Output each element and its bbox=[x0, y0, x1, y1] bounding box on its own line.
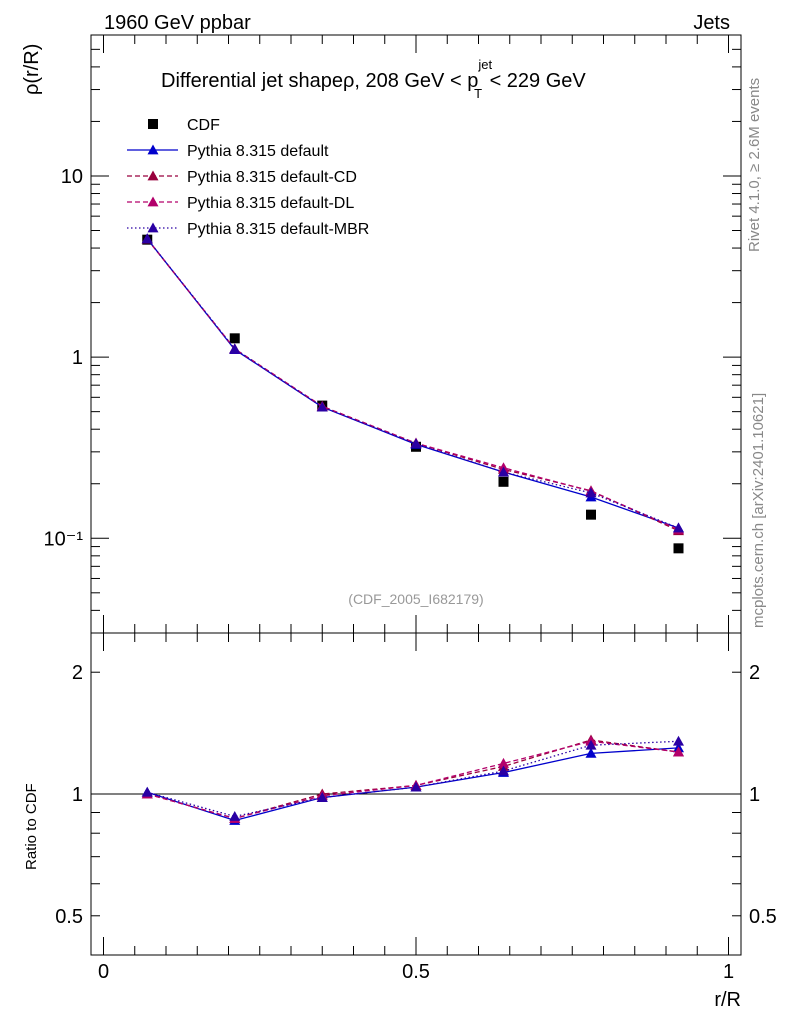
main-dl-line bbox=[146, 238, 679, 530]
ratio-mbr-marker bbox=[316, 792, 328, 802]
main-ytick-label: 10 bbox=[61, 166, 83, 188]
legend-default-marker bbox=[147, 144, 159, 155]
ratio-cd-line bbox=[147, 739, 679, 820]
header-right-label: Jets bbox=[693, 12, 730, 34]
axis-ticks bbox=[91, 34, 741, 956]
main-cdf-point bbox=[673, 543, 684, 554]
main-ytick-label: 1 bbox=[72, 347, 83, 369]
ratio-default-line bbox=[147, 747, 679, 822]
plot-title-end: < 229 GeV bbox=[484, 70, 586, 92]
plot-title-sub: T bbox=[474, 86, 482, 101]
legend-cd-marker bbox=[147, 170, 159, 181]
ratio-xlabel: r/R bbox=[714, 989, 741, 1011]
ratio-mbr-marker bbox=[141, 786, 153, 797]
ratio-dl-marker bbox=[673, 746, 684, 757]
ratio-mbr-marker bbox=[673, 735, 684, 746]
main-mbr-marker bbox=[316, 401, 328, 412]
ratio-ytick-label: 0.5 bbox=[55, 906, 83, 928]
main-mbr-marker bbox=[673, 522, 684, 533]
main-mbr-marker bbox=[498, 466, 509, 477]
ratio-mbr-marker bbox=[498, 765, 509, 776]
main-mbr-marker bbox=[141, 233, 153, 244]
ratio-ylabel: Ratio to CDF bbox=[23, 783, 40, 870]
header-left-label: 1960 GeV ppbar bbox=[104, 12, 251, 34]
legend-mbr-marker bbox=[147, 222, 159, 233]
ratio-xtick-label: 1 bbox=[723, 961, 734, 983]
axis-tick-labels: 10 1 10⁻¹ 2 2 1 1 0.5 0.5 0 0.5 1 bbox=[44, 166, 777, 983]
legend-mbr-label: Pythia 8.315 default-MBR bbox=[187, 221, 369, 238]
legend-cdf-marker bbox=[148, 119, 158, 129]
main-cdf-point bbox=[586, 509, 596, 520]
plot-title: Differential jet shapeρ, 208 GeV < pjet T… bbox=[161, 57, 586, 101]
ratio-ytick-label: 2 bbox=[72, 662, 83, 684]
ratio-ytick-label-right: 2 bbox=[749, 662, 760, 684]
ratio-xtick-label: 0 bbox=[98, 961, 109, 983]
ratio-dl-marker bbox=[498, 757, 509, 768]
main-mbr-line bbox=[146, 238, 679, 529]
analysis-annotation: (CDF_2005_I682179) bbox=[348, 591, 483, 607]
plot-title-sup: jet bbox=[477, 57, 492, 72]
main-mbr-marker bbox=[229, 343, 241, 354]
plot-title-main: Differential jet shapeρ, 208 GeV < p bbox=[161, 70, 478, 92]
main-mbr-marker bbox=[585, 487, 597, 498]
ratio-ytick-label: 1 bbox=[72, 784, 83, 806]
main-mbr-marker bbox=[410, 438, 422, 449]
main-cdf-point bbox=[229, 333, 240, 344]
ratio-ytick-label-right: 1 bbox=[749, 784, 760, 806]
ratio-mbr-marker bbox=[229, 810, 241, 821]
legend-cd-label: Pythia 8.315 default-CD bbox=[187, 169, 357, 186]
data-series bbox=[91, 233, 741, 825]
main-cdf-point bbox=[498, 476, 509, 487]
mcplots-label: mcplots.cern.ch [arXiv:2401.10621] bbox=[750, 393, 767, 628]
main-ytick-label: 10⁻¹ bbox=[44, 528, 84, 550]
ratio-mbr-marker bbox=[410, 781, 422, 792]
legend-dl-label: Pythia 8.315 default-DL bbox=[187, 195, 354, 212]
ratio-mbr-marker bbox=[585, 739, 597, 750]
legend: CDF Pythia 8.315 default Pythia 8.315 defa… bbox=[127, 117, 369, 238]
legend-dl-marker bbox=[147, 196, 159, 207]
ratio-ytick-label-right: 0.5 bbox=[749, 906, 777, 928]
legend-data-label: CDF bbox=[187, 117, 220, 134]
main-ylabel: ρ(r/R) bbox=[21, 44, 43, 95]
rivet-version-label: Rivet 4.1.0, ≥ 2.6M events bbox=[746, 78, 763, 252]
main-cd-line bbox=[146, 238, 679, 532]
legend-default-label: Pythia 8.315 default bbox=[187, 143, 329, 160]
ratio-xtick-label: 0.5 bbox=[402, 961, 430, 983]
main-default-line bbox=[146, 238, 679, 529]
ratio-default-marker bbox=[585, 747, 597, 758]
